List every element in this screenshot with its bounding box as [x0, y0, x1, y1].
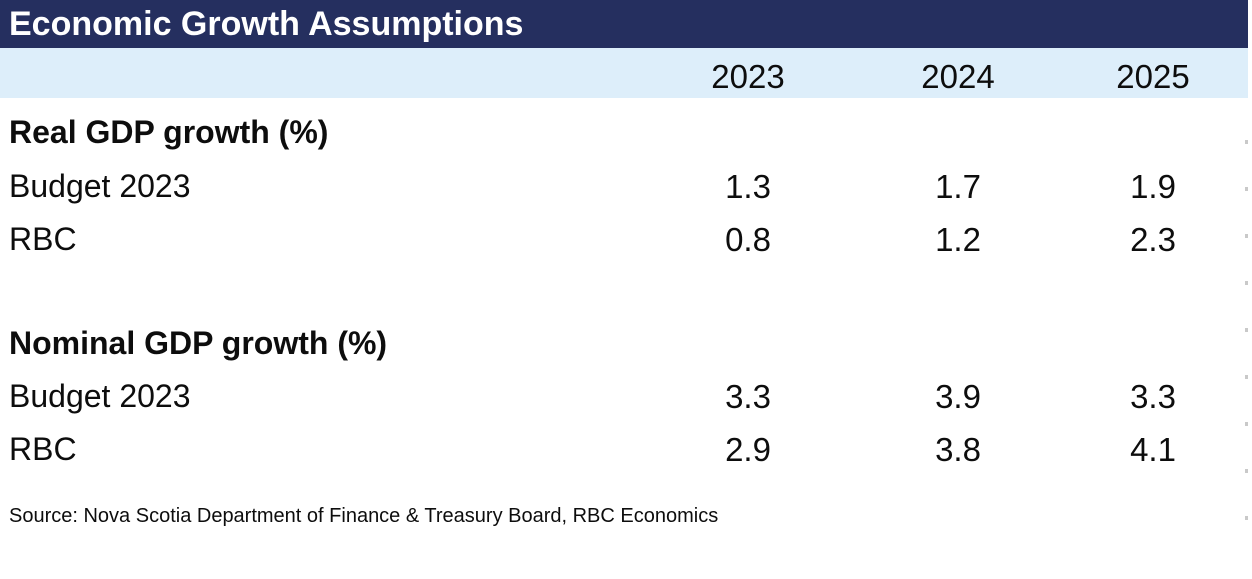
- value-cell: 2.3: [1130, 221, 1176, 258]
- gridline-dots-right: [1245, 140, 1248, 560]
- row-label: RBC: [9, 221, 77, 257]
- section-heading-real-gdp: Real GDP growth (%): [0, 106, 1252, 159]
- value-cell: 3.9: [935, 378, 981, 415]
- section-heading-label: Real GDP growth (%): [9, 114, 329, 150]
- table-row-nominal-rbc: RBC 2.9 3.8 4.1: [0, 423, 1252, 476]
- year-column-header-2023: 2023: [711, 58, 785, 95]
- value-cell: 3.3: [725, 378, 771, 415]
- table-row-real-rbc: RBC 0.8 1.2 2.3: [0, 213, 1252, 266]
- row-label: RBC: [9, 431, 77, 467]
- table-title: Economic Growth Assumptions: [9, 5, 524, 43]
- table-title-bar: Economic Growth Assumptions: [0, 0, 1248, 48]
- table-row-nominal-budget-2023: Budget 2023 3.3 3.9 3.3: [0, 370, 1252, 423]
- value-cell: 1.3: [725, 168, 771, 205]
- value-cell: 0.8: [725, 221, 771, 258]
- value-cell: 3.3: [1130, 378, 1176, 415]
- value-cell: 1.7: [935, 168, 981, 205]
- value-cell: 3.8: [935, 431, 981, 468]
- value-cell: 1.9: [1130, 168, 1176, 205]
- value-cell: 4.1: [1130, 431, 1176, 468]
- year-column-header-2025: 2025: [1116, 58, 1190, 95]
- year-column-header-2024: 2024: [921, 58, 995, 95]
- row-label: Budget 2023: [9, 168, 191, 204]
- value-cell: 2.9: [725, 431, 771, 468]
- table-row-real-budget-2023: Budget 2023 1.3 1.7 1.9: [0, 160, 1252, 213]
- row-label: Budget 2023: [9, 378, 191, 414]
- value-cell: 1.2: [935, 221, 981, 258]
- year-header-row: 2023 2024 2025: [0, 48, 1248, 98]
- section-heading-nominal-gdp: Nominal GDP growth (%): [0, 317, 1252, 370]
- source-note: Source: Nova Scotia Department of Financ…: [9, 505, 719, 527]
- section-heading-label: Nominal GDP growth (%): [9, 325, 388, 361]
